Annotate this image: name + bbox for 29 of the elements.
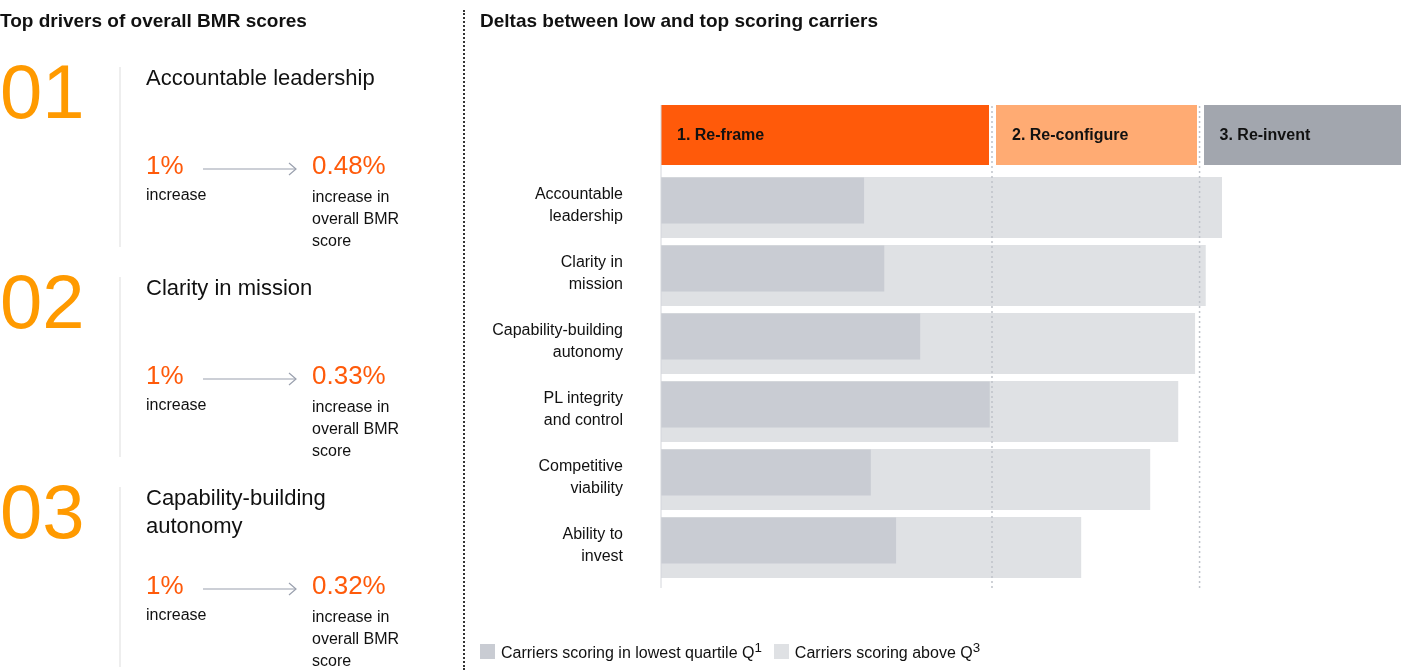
text: 1% bbox=[146, 570, 184, 600]
tab-strip: 1. Re-frame 2. Re-configure 3. Re-invent bbox=[661, 105, 1401, 165]
y-tick-label: PL integrity and control bbox=[543, 389, 623, 429]
text: increase bbox=[146, 186, 207, 204]
text: Clarity in mission bbox=[146, 274, 314, 302]
y-tick-label: Capability-building autonomy bbox=[492, 321, 623, 361]
y-tick-label: Clarity in mission bbox=[560, 253, 623, 293]
text: Accountable leadership bbox=[146, 64, 376, 92]
text: Capability-building autonomy bbox=[146, 484, 327, 540]
legend-label: Carriers scoring in lowest quartile Q$^{1}$ bbox=[501, 640, 762, 663]
text: 0.33% bbox=[312, 360, 386, 390]
text: increase bbox=[146, 606, 207, 624]
text: increase bbox=[146, 396, 207, 414]
y-tick-label: Accountable leadership bbox=[534, 185, 624, 225]
text: 0.32% bbox=[312, 570, 386, 600]
text: 02 bbox=[0, 259, 85, 344]
legend-label: Carriers scoring above Q$^{3}$ bbox=[794, 640, 981, 663]
y-tick-label: Competitive viability bbox=[538, 457, 624, 496]
text: 1% bbox=[146, 150, 184, 180]
text: increase in overall BMR score bbox=[312, 187, 401, 251]
text: 1% bbox=[146, 360, 184, 390]
text: 03 bbox=[0, 469, 85, 554]
text: Top drivers of overall BMR scores bbox=[0, 10, 307, 32]
text: increase in overall BMR score bbox=[312, 607, 401, 670]
text: 0.48% bbox=[312, 150, 386, 180]
text: increase in overall BMR score bbox=[312, 397, 401, 461]
chart-title: Deltas between low and top scoring carriers bbox=[480, 10, 879, 32]
text: 01 bbox=[0, 49, 85, 134]
y-tick-label: Ability to invest bbox=[562, 525, 624, 564]
